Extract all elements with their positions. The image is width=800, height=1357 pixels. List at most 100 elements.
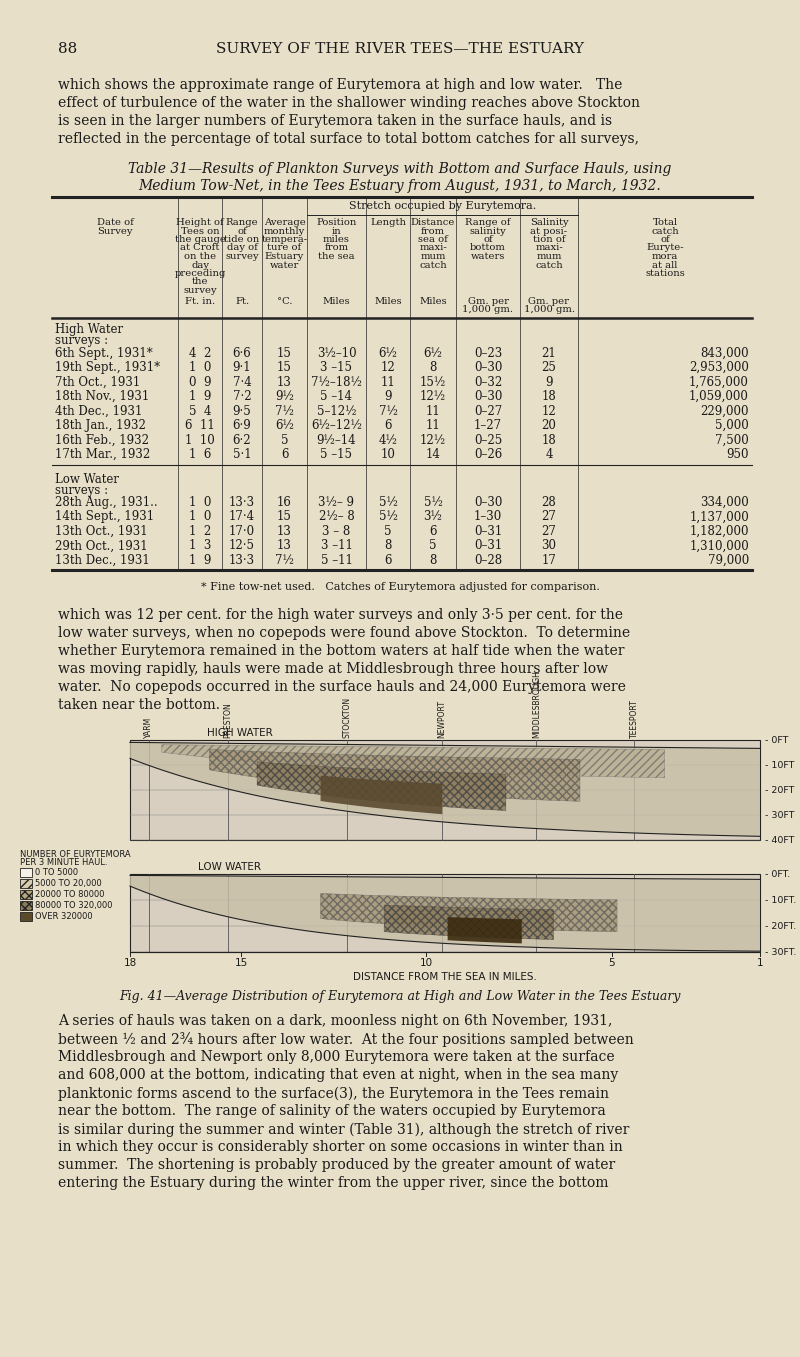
Text: PRESTON: PRESTON (223, 703, 232, 738)
Text: day: day (191, 261, 209, 270)
Text: 334,000: 334,000 (700, 495, 749, 509)
Text: ture of: ture of (267, 243, 302, 252)
Text: 17: 17 (542, 554, 557, 567)
Text: the sea: the sea (318, 252, 355, 261)
Text: at posi-: at posi- (530, 227, 567, 236)
Text: of: of (237, 227, 247, 236)
Text: whether Eurytemora remained in the bottom waters at half tide when the water: whether Eurytemora remained in the botto… (58, 645, 625, 658)
Text: low water surveys, when no copepods were found above Stockton.  To determine: low water surveys, when no copepods were… (58, 627, 630, 641)
Text: 7½–18½: 7½–18½ (311, 376, 362, 388)
Text: 8: 8 (384, 539, 392, 552)
Text: 88: 88 (58, 42, 78, 56)
Text: - 30FT.: - 30FT. (765, 949, 796, 957)
Text: Height of: Height of (176, 218, 224, 227)
Text: 0–30: 0–30 (474, 391, 502, 403)
Text: 79,000: 79,000 (708, 554, 749, 567)
Text: 5000 TO 20,000: 5000 TO 20,000 (35, 879, 102, 889)
Text: 8: 8 (430, 554, 437, 567)
Text: effect of turbulence of the water in the shallower winding reaches above Stockto: effect of turbulence of the water in the… (58, 96, 640, 110)
Text: 13·3: 13·3 (229, 554, 255, 567)
Text: 15: 15 (277, 510, 292, 524)
Text: 5: 5 (384, 525, 392, 537)
Text: - 0FT: - 0FT (765, 735, 788, 745)
Text: °C.: °C. (277, 296, 292, 305)
Text: 11: 11 (381, 376, 395, 388)
Text: 18: 18 (542, 434, 556, 446)
Text: OVER 320000: OVER 320000 (35, 912, 93, 921)
Text: DISTANCE FROM THE SEA IN MILES.: DISTANCE FROM THE SEA IN MILES. (353, 973, 537, 982)
Text: 6: 6 (384, 419, 392, 432)
Text: 5½: 5½ (423, 495, 442, 509)
Text: A series of hauls was taken on a dark, moonless night on 6th November, 1931,: A series of hauls was taken on a dark, m… (58, 1015, 612, 1029)
Text: 3½– 9: 3½– 9 (318, 495, 354, 509)
Text: 0 TO 5000: 0 TO 5000 (35, 868, 78, 878)
Text: mum: mum (420, 252, 446, 261)
Text: 4: 4 (546, 448, 553, 461)
Bar (20, 912, 32, 921)
Text: 2½– 8: 2½– 8 (318, 510, 354, 524)
Text: 18: 18 (542, 391, 556, 403)
Text: catch: catch (535, 261, 563, 270)
Text: 4th Dec., 1931: 4th Dec., 1931 (55, 404, 142, 418)
Text: mora: mora (652, 252, 678, 261)
Text: 12½: 12½ (420, 391, 446, 403)
Text: 28: 28 (542, 495, 556, 509)
Text: - 30FT: - 30FT (765, 811, 794, 820)
Text: 9·5: 9·5 (233, 404, 251, 418)
Text: 0–23: 0–23 (474, 346, 502, 360)
Text: 11: 11 (426, 404, 440, 418)
Text: 10: 10 (381, 448, 395, 461)
Text: 10: 10 (420, 958, 433, 969)
Text: maxi-: maxi- (419, 243, 447, 252)
Text: tempera-: tempera- (262, 235, 307, 244)
Text: planktonic forms ascend to the surface(3), the Eurytemora in the Tees remain: planktonic forms ascend to the surface(3… (58, 1087, 609, 1101)
Text: 0–32: 0–32 (474, 376, 502, 388)
Text: Distance: Distance (411, 218, 455, 227)
Text: Medium Tow-Net, in the Tees Estuary from August, 1931, to March, 1932.: Medium Tow-Net, in the Tees Estuary from… (138, 179, 662, 193)
Text: 13th Dec., 1931: 13th Dec., 1931 (55, 554, 150, 567)
Text: 0–27: 0–27 (474, 404, 502, 418)
Text: Gm. per: Gm. per (529, 296, 570, 305)
Text: Total: Total (653, 218, 678, 227)
Text: Ft.: Ft. (235, 296, 249, 305)
Text: 17·0: 17·0 (229, 525, 255, 537)
Text: from: from (325, 243, 349, 252)
Text: Low Water: Low Water (55, 472, 119, 486)
Text: 1–27: 1–27 (474, 419, 502, 432)
Text: 5 –11: 5 –11 (321, 554, 353, 567)
Text: tide on: tide on (224, 235, 260, 244)
Text: salinity: salinity (470, 227, 506, 236)
Text: PER 3 MINUTE HAUL.: PER 3 MINUTE HAUL. (20, 859, 107, 867)
Text: in: in (332, 227, 342, 236)
Text: bottom: bottom (470, 243, 506, 252)
Text: Tees on: Tees on (181, 227, 219, 236)
Text: Range of: Range of (466, 218, 510, 227)
Text: was moving rapidly, hauls were made at Middlesbrough three hours after low: was moving rapidly, hauls were made at M… (58, 662, 608, 676)
Text: 1,059,000: 1,059,000 (689, 391, 749, 403)
Text: Middlesbrough and Newport only 8,000 Eurytemora were taken at the surface: Middlesbrough and Newport only 8,000 Eur… (58, 1050, 614, 1064)
Text: near the bottom.  The range of salinity of the waters occupied by Eurytemora: near the bottom. The range of salinity o… (58, 1105, 606, 1118)
Text: of: of (483, 235, 493, 244)
Text: water.  No copepods occurred in the surface hauls and 24,000 Eurytemora were: water. No copepods occurred in the surfa… (58, 680, 626, 695)
Text: 3½–10: 3½–10 (317, 346, 356, 360)
Text: 3 – 8: 3 – 8 (322, 525, 350, 537)
Text: surveys :: surveys : (55, 483, 108, 497)
Text: Salinity: Salinity (530, 218, 568, 227)
Text: Estuary: Estuary (265, 252, 304, 261)
Text: 7½: 7½ (275, 404, 294, 418)
Text: preceding: preceding (174, 269, 226, 278)
Text: catch: catch (651, 227, 679, 236)
Bar (20, 890, 32, 900)
Text: 13: 13 (277, 525, 292, 537)
Text: Length: Length (370, 218, 406, 227)
Text: Miles: Miles (374, 296, 402, 305)
Text: 1,310,000: 1,310,000 (690, 539, 749, 552)
Text: 13: 13 (277, 376, 292, 388)
Text: 5,000: 5,000 (715, 419, 749, 432)
Text: 15: 15 (277, 346, 292, 360)
Text: SURVEY OF THE RIVER TEES—THE ESTUARY: SURVEY OF THE RIVER TEES—THE ESTUARY (216, 42, 584, 56)
Text: the gauge: the gauge (174, 235, 226, 244)
Text: 3½: 3½ (423, 510, 442, 524)
Text: 1  6: 1 6 (189, 448, 211, 461)
Text: 18: 18 (123, 958, 137, 969)
